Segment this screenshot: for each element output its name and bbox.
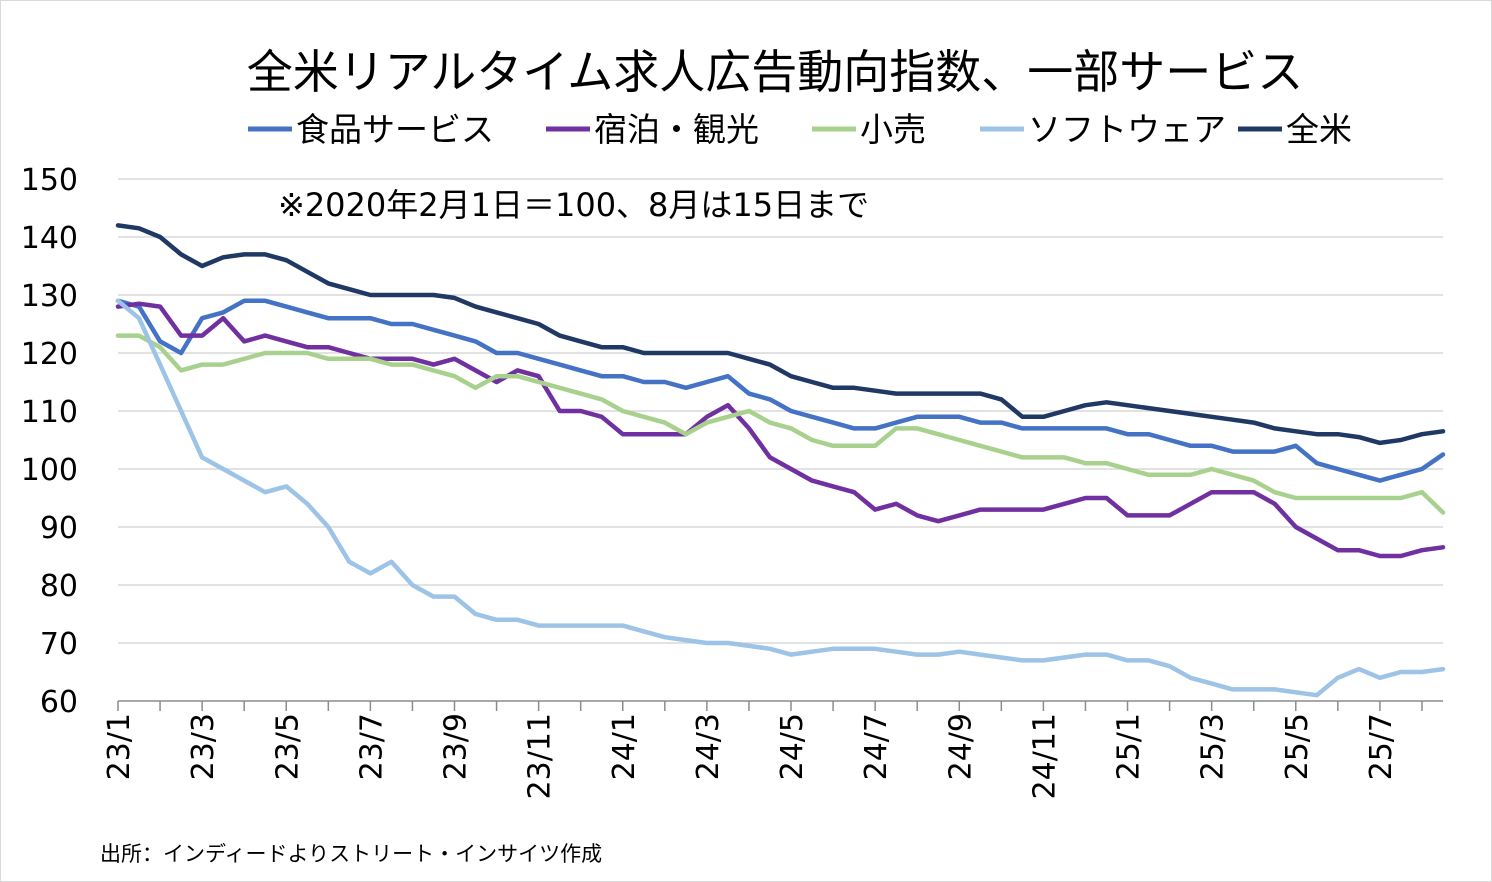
series-line-1 — [115, 301, 1446, 559]
x-tick-label: 24/7 — [859, 713, 894, 780]
source-note: 出所：インディードよりストリート・インサイツ作成 — [100, 842, 602, 866]
y-tick-label: 90 — [40, 511, 78, 546]
y-tick-label: 80 — [40, 569, 78, 604]
gridlines — [118, 178, 1443, 644]
x-tick-label: 24/5 — [775, 713, 810, 780]
x-tick-label: 23/11 — [523, 713, 558, 799]
x-tick-label: 24/1 — [607, 713, 642, 780]
legend-label-2: 小売 — [860, 110, 926, 149]
y-tick-label: 130 — [21, 279, 78, 314]
y-tick-label: 150 — [21, 163, 78, 198]
x-tick-label: 24/9 — [943, 713, 978, 780]
series-line-4 — [115, 223, 1446, 446]
x-tick-label: 25/3 — [1196, 713, 1231, 780]
legend-label-3: ソフトウェア — [1028, 110, 1226, 149]
x-tick-label: 23/3 — [186, 713, 221, 780]
legend-label-4: 全米 — [1286, 110, 1352, 149]
x-tick-label: 23/7 — [354, 713, 389, 780]
y-tick-label: 70 — [40, 627, 78, 662]
y-tick-label: 100 — [21, 453, 78, 488]
x-tick-label: 25/7 — [1364, 713, 1399, 780]
series-line-0 — [115, 298, 1446, 483]
chart-annotation: ※2020年2月1日＝100、8月は15日まで — [278, 186, 869, 224]
y-axis-ticks: 60 70 80 90 100 110 120 130 140 150 — [21, 163, 78, 720]
y-tick-label: 140 — [21, 221, 78, 256]
y-tick-label: 110 — [21, 395, 78, 430]
x-tick-label: 25/1 — [1112, 713, 1147, 780]
series-line-3 — [115, 298, 1446, 698]
x-tick-label: 23/9 — [439, 713, 474, 780]
x-tick-label: 25/5 — [1280, 713, 1315, 780]
x-tick-label: 24/11 — [1027, 713, 1062, 799]
legend: 食品サービス 宿泊・観光 小売 ソフトウェア 全米 — [248, 110, 1352, 149]
legend-label-0: 食品サービス — [296, 110, 494, 149]
x-tick-label: 23/1 — [102, 713, 137, 780]
series-line-2 — [115, 333, 1446, 515]
x-tick-label: 23/5 — [270, 713, 305, 780]
x-tick-label: 24/3 — [691, 713, 726, 780]
x-axis: 23/1 23/3 23/5 23/7 23/9 23/11 24/1 24/3 24/5 24/… — [102, 700, 1443, 799]
series-lines — [115, 223, 1446, 698]
y-tick-label: 120 — [21, 337, 78, 372]
y-tick-label: 60 — [40, 685, 78, 720]
legend-label-1: 宿泊・観光 — [594, 110, 759, 149]
chart-title: 全米リアルタイム求人広告動向指数、一部サービス — [247, 45, 1304, 99]
